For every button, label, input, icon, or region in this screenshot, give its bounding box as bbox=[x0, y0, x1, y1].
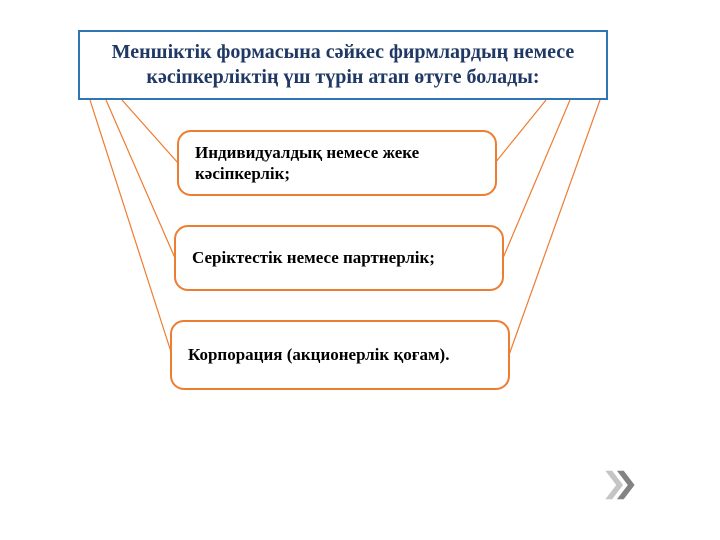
item-box-1: Индивидуалдық немесе жеке кәсіпкерлік; bbox=[177, 130, 497, 196]
diagram-stage: { "canvas": { "width": 720, "height": 54… bbox=[0, 0, 720, 540]
diagram-title-text: Меншіктік формасына сәйкес фирмлардың не… bbox=[94, 40, 592, 90]
diagram-title: Меншіктік формасына сәйкес фирмлардың не… bbox=[78, 30, 608, 100]
item-label: Серіктестік немесе партнерлік; bbox=[192, 247, 435, 268]
item-box-3: Корпорация (акционерлік қоғам). bbox=[170, 320, 510, 390]
item-label: Индивидуалдық немесе жеке кәсіпкерлік; bbox=[195, 142, 479, 185]
next-chevron-icon bbox=[604, 468, 638, 502]
item-box-2: Серіктестік немесе партнерлік; bbox=[174, 225, 504, 291]
item-label: Корпорация (акционерлік қоғам). bbox=[188, 344, 449, 365]
